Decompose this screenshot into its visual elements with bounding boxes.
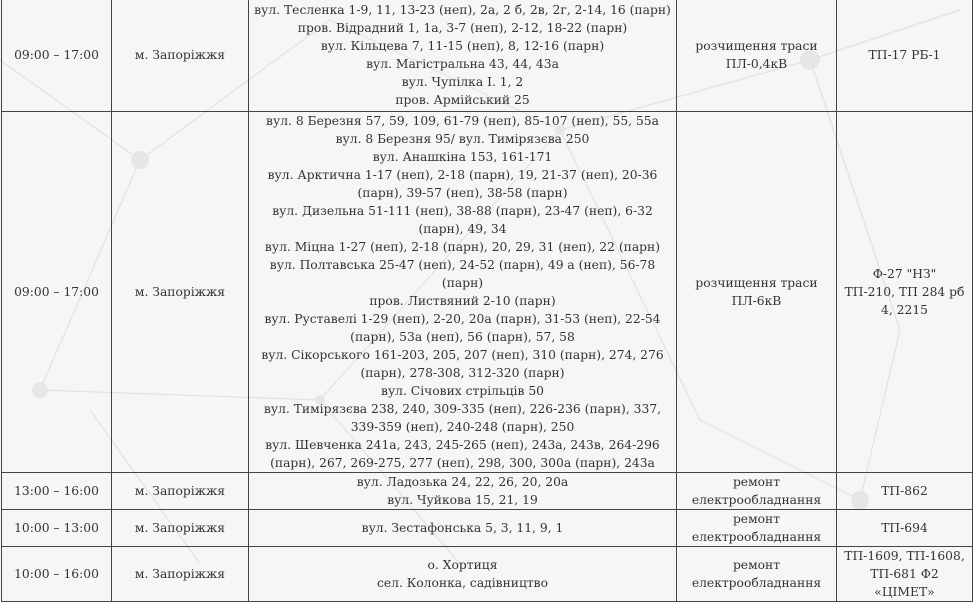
work-type-cell-line: електрообладнання	[691, 530, 822, 544]
substation-cell-line: ТП-17 РБ-1	[868, 48, 941, 62]
addresses-cell-line: вул. Шевченка 241а, 243, 245-265 (неп), …	[265, 438, 660, 470]
addresses-cell-line: пров. Армійський 25	[395, 93, 530, 107]
substation-cell: ТП-17 РБ-1	[836, 0, 973, 112]
addresses-cell-line: вул. Арктична 1-17 (неп), 2-18 (парн), 1…	[267, 168, 658, 200]
city-cell: м. Запоріжжя	[111, 546, 249, 602]
work-type-cell-line: ПЛ-0,4кВ	[725, 57, 788, 71]
city-cell: м. Запоріжжя	[111, 472, 249, 510]
work-type-cell: ремонт електрообладнання	[676, 509, 837, 547]
addresses-cell-line: вул. Тимірязєва 238, 240, 309-335 (неп),…	[263, 402, 662, 434]
addresses-cell-line: вул. Дизельна 51-111 (неп), 38-88 (парн)…	[272, 204, 653, 236]
addresses-cell-line: о. Хортиця	[427, 558, 498, 572]
city-cell: м. Запоріжжя	[111, 0, 249, 112]
work-type-cell-line: електрообладнання	[691, 576, 822, 590]
addresses-cell-line: вул. Руставелі 1-29 (неп), 2-20, 20а (па…	[264, 312, 661, 344]
time-cell-line: 13:00 – 16:00	[14, 484, 99, 498]
addresses-cell-line: вул. Чупілка І. 1, 2	[401, 75, 524, 89]
addresses-cell-line: вул. Міцна 1-27 (неп), 2-18 (парн), 20, …	[264, 240, 661, 254]
addresses-cell-line: пров. Відрадний 1, 1а, 3-7 (неп), 2-12, …	[297, 21, 628, 35]
addresses-cell: вул. Тесленка 1-9, 11, 13-23 (неп), 2а, …	[248, 0, 677, 112]
addresses-cell-line: сел. Колонка, садівництво	[376, 576, 549, 590]
addresses-cell-line: вул. Кільцева 7, 11-15 (неп), 8, 12-16 (…	[320, 39, 605, 53]
work-type-cell-line: розчищення траси	[695, 276, 818, 290]
work-type-cell-line: розчищення траси	[695, 39, 818, 53]
time-cell: 10:00 – 16:00	[1, 546, 112, 602]
addresses-cell: вул. Зестафонська 5, 3, 11, 9, 1	[248, 509, 677, 547]
time-cell: 10:00 – 13:00	[1, 509, 112, 547]
time-cell: 09:00 – 17:00	[1, 111, 112, 473]
city-cell-line: м. Запоріжжя	[134, 521, 226, 535]
substation-cell: ТП-1609, ТП-1608, ТП-681 Ф2 «ЦІМЕТ»	[836, 546, 973, 602]
substation-cell: Ф-27 "НЗ" ТП-210, ТП 284 рб 4, 2215	[836, 111, 973, 473]
substation-cell-line: ТП-694	[881, 521, 928, 535]
table-row: 10:00 – 16:00 м. Запоріжжя о. Хортиця сел. …	[1, 546, 973, 602]
city-cell: м. Запоріжжя	[111, 111, 249, 473]
city-cell-line: м. Запоріжжя	[134, 484, 226, 498]
work-type-cell-line: ремонт	[732, 558, 781, 572]
time-cell: 09:00 – 17:00	[1, 0, 112, 112]
addresses-cell-line: вул. Чуйкова 15, 21, 19	[387, 493, 538, 507]
time-cell: 13:00 – 16:00	[1, 472, 112, 510]
work-type-cell-line: ремонт	[732, 475, 781, 489]
substation-cell: ТП-694	[836, 509, 973, 547]
work-type-cell-line: ПЛ-6кВ	[731, 294, 782, 308]
work-type-cell: розчищення траси ПЛ-0,4кВ	[676, 0, 837, 112]
addresses-cell-line: вул. Зестафонська 5, 3, 11, 9, 1	[361, 521, 564, 535]
addresses-cell-line: вул. Сікорського 161-203, 205, 207 (неп)…	[261, 348, 664, 380]
substation-cell-line: ТП-210, ТП 284 рб 4, 2215	[844, 285, 965, 317]
city-cell-line: м. Запоріжжя	[134, 285, 226, 299]
city-cell-line: м. Запоріжжя	[134, 48, 226, 62]
work-type-cell: розчищення траси ПЛ-6кВ	[676, 111, 837, 473]
addresses-cell-line: вул. 8 Березня 57, 59, 109, 61-79 (неп),…	[266, 114, 659, 128]
time-cell-line: 09:00 – 17:00	[14, 285, 99, 299]
addresses-cell: вул. Ладозька 24, 22, 26, 20, 20а вул. Чу…	[248, 472, 677, 510]
work-type-cell-line: ремонт	[732, 512, 781, 526]
work-type-cell: ремонт електрообладнання	[676, 472, 837, 510]
substation-cell-line: ТП-1609, ТП-1608,	[844, 549, 965, 563]
time-cell-line: 09:00 – 17:00	[14, 48, 99, 62]
table-row: 10:00 – 13:00 м. Запоріжжя вул. Зестафонсь…	[1, 509, 973, 547]
city-cell-line: м. Запоріжжя	[134, 567, 226, 581]
table-row: 09:00 – 17:00 м. Запоріжжя вул. 8 Березня …	[1, 111, 973, 473]
city-cell: м. Запоріжжя	[111, 509, 249, 547]
table-row: 13:00 – 16:00 м. Запоріжжя вул. Ладозька 2…	[1, 472, 973, 510]
substation-cell-line: ТП-681 Ф2 «ЦІМЕТ»	[870, 567, 939, 599]
addresses-cell-line: вул. 8 Березня 95/ вул. Тимірязєва 250	[335, 132, 590, 146]
substation-cell-line: Ф-27 "НЗ"	[872, 267, 937, 281]
substation-cell: ТП-862	[836, 472, 973, 510]
addresses-cell: о. Хортиця сел. Колонка, садівництво	[248, 546, 677, 602]
addresses-cell-line: вул. Ладозька 24, 22, 26, 20, 20а	[356, 475, 569, 489]
addresses-cell-line: вул. Анашкіна 153, 161-171	[372, 150, 553, 164]
substation-cell-line: ТП-862	[881, 484, 928, 498]
addresses-cell-line: вул. Полтавська 25-47 (неп), 24-52 (парн…	[269, 258, 656, 290]
addresses-cell-line: вул. Тесленка 1-9, 11, 13-23 (неп), 2а, …	[254, 3, 671, 17]
work-type-cell-line: електрообладнання	[691, 493, 822, 507]
addresses-cell-line: вул. Січових стрільців 50	[381, 384, 544, 398]
addresses-cell: вул. 8 Березня 57, 59, 109, 61-79 (неп),…	[248, 111, 677, 473]
work-type-cell: ремонт електрообладнання	[676, 546, 837, 602]
time-cell-line: 10:00 – 16:00	[14, 567, 99, 581]
table-row: 09:00 – 17:00 м. Запоріжжя вул. Тесленка 1…	[1, 0, 973, 112]
addresses-cell-line: вул. Магістральна 43, 44, 43а	[366, 57, 559, 71]
addresses-cell-line: пров. Листвяний 2-10 (парн)	[369, 294, 556, 308]
time-cell-line: 10:00 – 13:00	[14, 521, 99, 535]
